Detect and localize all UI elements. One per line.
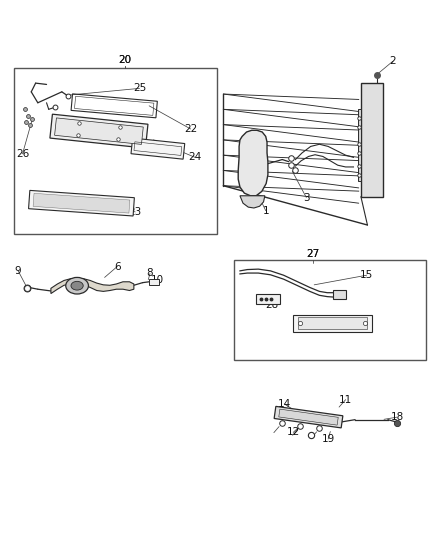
Polygon shape [279, 409, 338, 425]
Polygon shape [358, 109, 361, 181]
Bar [333, 290, 346, 299]
Polygon shape [293, 314, 372, 332]
Text: 18: 18 [391, 412, 404, 422]
Text: 23: 23 [128, 207, 142, 217]
Polygon shape [274, 406, 343, 428]
Polygon shape [28, 190, 134, 216]
Text: 26: 26 [16, 149, 29, 159]
Text: 19: 19 [321, 434, 335, 444]
Text: 12: 12 [286, 427, 300, 438]
Bar [256, 294, 280, 304]
Text: 2: 2 [389, 56, 396, 66]
Bar [14, 68, 217, 234]
Polygon shape [297, 317, 367, 329]
Text: 20: 20 [119, 55, 132, 66]
Polygon shape [51, 278, 134, 294]
Text: 8: 8 [147, 269, 153, 278]
Text: 15: 15 [360, 270, 373, 280]
Text: 6: 6 [114, 262, 120, 271]
Text: 11: 11 [339, 394, 352, 405]
Bar [149, 279, 159, 285]
Ellipse shape [66, 277, 88, 294]
Polygon shape [55, 118, 143, 144]
Text: 20: 20 [119, 55, 132, 66]
Text: 22: 22 [184, 124, 197, 134]
Polygon shape [238, 130, 268, 196]
Text: 3: 3 [303, 192, 310, 203]
Bar [234, 260, 426, 360]
Text: 27: 27 [306, 249, 319, 259]
Text: 27: 27 [306, 249, 319, 259]
Text: 13: 13 [344, 322, 357, 333]
Text: 1: 1 [262, 206, 269, 216]
Text: 25: 25 [133, 83, 146, 93]
Text: 9: 9 [15, 266, 21, 276]
Text: 24: 24 [188, 152, 201, 163]
Polygon shape [240, 196, 265, 208]
Polygon shape [50, 114, 148, 148]
Text: 14: 14 [278, 399, 291, 409]
Polygon shape [361, 83, 383, 197]
Polygon shape [131, 138, 185, 159]
Polygon shape [33, 193, 130, 213]
Text: 10: 10 [150, 274, 163, 285]
Ellipse shape [71, 281, 83, 290]
Text: 28: 28 [265, 300, 279, 310]
